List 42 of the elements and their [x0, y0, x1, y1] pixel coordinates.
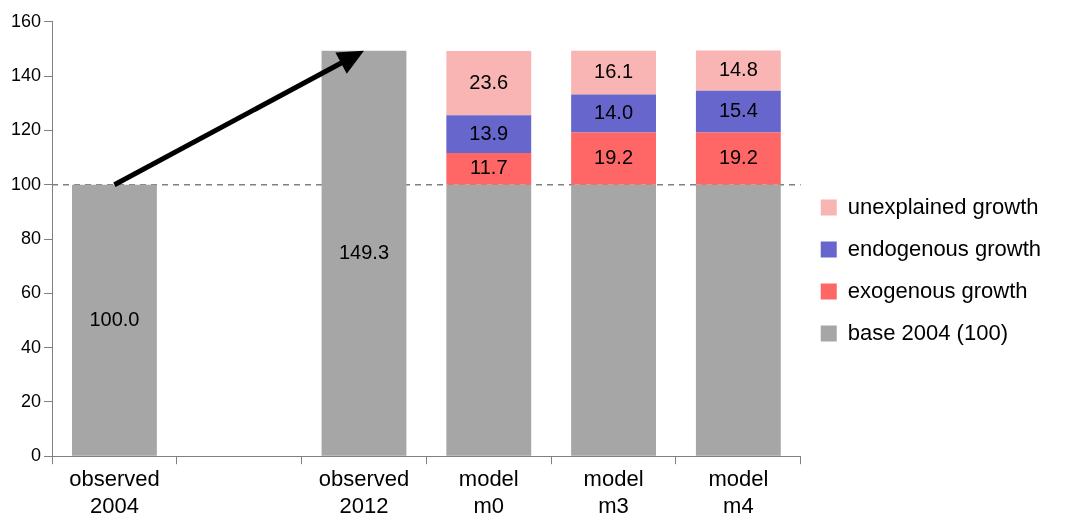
y-tick-label: 60 [21, 282, 42, 303]
data-label: 11.7 [470, 156, 508, 179]
legend-label: unexplained growth [847, 193, 1039, 219]
bar [695, 50, 781, 91]
y-tick-label: 0 [31, 445, 42, 466]
legend-label: exogenous growth [847, 277, 1028, 303]
y-tick-label: 100 [10, 173, 42, 194]
data-label: 19.2 [594, 146, 634, 169]
y-tick-label: 160 [10, 10, 42, 31]
bar [695, 184, 781, 456]
data-label: 23.6 [469, 70, 509, 93]
x-tick-label: model m0 [458, 466, 519, 518]
bar [571, 94, 656, 133]
x-tick-label: observed 2004 [69, 466, 160, 518]
bar [571, 132, 656, 185]
y-tick-label: 40 [21, 336, 42, 357]
bar [446, 51, 532, 116]
y-tick-label: 80 [21, 227, 42, 248]
bar [446, 115, 532, 153]
bar [321, 50, 407, 456]
bar [695, 132, 781, 185]
legend-label: endogenous growth [847, 235, 1041, 261]
data-label: 100.0 [89, 307, 140, 330]
data-label: 14.8 [718, 58, 758, 81]
y-tick-label: 20 [21, 390, 42, 411]
bar [446, 152, 532, 185]
bar [571, 184, 656, 456]
data-label: 14.0 [594, 101, 634, 124]
y-tick-label: 140 [10, 65, 42, 86]
data-label: 16.1 [594, 60, 634, 83]
data-label: 149.3 [338, 240, 390, 263]
x-tick-label: model m4 [708, 466, 769, 518]
data-label: 15.4 [718, 99, 758, 122]
y-tick-label: 120 [10, 119, 42, 140]
bar [695, 90, 781, 133]
legend-label: base 2004 (100) [847, 319, 1008, 345]
data-label: 19.2 [718, 146, 758, 169]
bar [571, 50, 656, 95]
data-label: 13.9 [469, 121, 509, 144]
bar [446, 184, 532, 456]
x-tick-label: model m3 [583, 466, 644, 518]
x-tick-label: observed 2012 [318, 466, 410, 518]
